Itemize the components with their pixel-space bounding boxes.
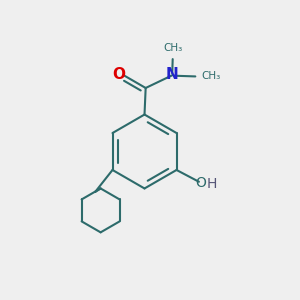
Text: N: N xyxy=(166,67,178,82)
Text: CH₃: CH₃ xyxy=(163,43,182,53)
Text: H: H xyxy=(207,177,217,191)
Text: CH₃: CH₃ xyxy=(202,71,221,81)
Text: O: O xyxy=(195,176,206,190)
Text: O: O xyxy=(112,67,125,82)
